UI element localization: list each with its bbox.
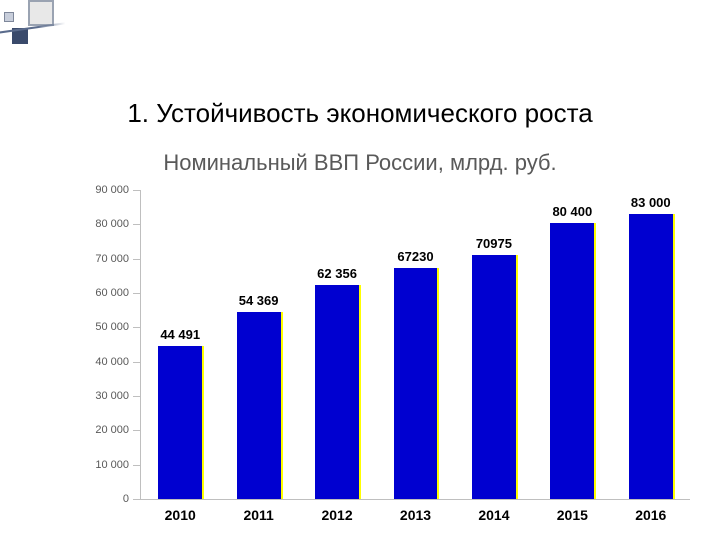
bar-accent-strip xyxy=(594,223,596,499)
slide-title: 1. Устойчивость экономического роста xyxy=(0,98,720,129)
xtick-label: 2011 xyxy=(243,507,273,523)
bar: 67230 xyxy=(394,268,438,499)
bar-value-label: 67230 xyxy=(394,249,438,264)
ytick-label: 50 000 xyxy=(95,321,129,333)
xtick-label: 2014 xyxy=(478,507,509,523)
bar-value-label: 80 400 xyxy=(550,204,594,219)
ytick-label: 80 000 xyxy=(95,218,129,230)
bar-accent-strip xyxy=(673,214,675,499)
ytick-label: 70 000 xyxy=(95,253,129,265)
xtick-label: 2010 xyxy=(165,507,196,523)
ytick-label: 40 000 xyxy=(95,356,129,368)
ytick-label: 20 000 xyxy=(95,424,129,436)
bar: 44 491 xyxy=(158,346,202,499)
bar-value-label: 70975 xyxy=(472,236,516,251)
bar-accent-strip xyxy=(359,285,361,499)
slide-corner-ornament xyxy=(0,0,56,48)
xtick-label: 2013 xyxy=(400,507,431,523)
ytick xyxy=(133,396,141,397)
bar-value-label: 54 369 xyxy=(237,293,281,308)
bar: 54 369 xyxy=(237,312,281,499)
ytick-label: 90 000 xyxy=(95,184,129,196)
ytick xyxy=(133,430,141,431)
ytick-label: 0 xyxy=(123,493,129,505)
xtick-label: 2015 xyxy=(557,507,588,523)
ytick-label: 60 000 xyxy=(95,287,129,299)
ytick xyxy=(133,224,141,225)
bar-accent-strip xyxy=(202,346,204,499)
ytick xyxy=(133,190,141,191)
ytick xyxy=(133,259,141,260)
bar-accent-strip xyxy=(437,268,439,499)
ytick-label: 30 000 xyxy=(95,390,129,402)
bar-value-label: 62 356 xyxy=(315,266,359,281)
ornament-square-medium xyxy=(12,28,28,44)
xtick-label: 2012 xyxy=(321,507,352,523)
bar: 83 000 xyxy=(629,214,673,499)
bar: 70975 xyxy=(472,255,516,499)
bar: 80 400 xyxy=(550,223,594,499)
bar: 62 356 xyxy=(315,285,359,499)
plot-area: 010 00020 00030 00040 00050 00060 00070 … xyxy=(140,190,690,500)
chart-title: Номинальный ВВП России, млрд. руб. xyxy=(0,150,720,176)
ornament-square-large xyxy=(28,0,54,26)
bar-value-label: 83 000 xyxy=(629,195,673,210)
bar-value-label: 44 491 xyxy=(158,327,202,342)
ytick xyxy=(133,465,141,466)
ytick xyxy=(133,362,141,363)
ytick-label: 10 000 xyxy=(95,459,129,471)
xtick-label: 2016 xyxy=(635,507,666,523)
bar-accent-strip xyxy=(281,312,283,499)
ytick xyxy=(133,293,141,294)
ytick xyxy=(133,327,141,328)
bar-chart: 0 10 000 20 000 30 000 40 000 50 000 60 000 70 … xyxy=(80,190,690,530)
ytick xyxy=(133,499,141,500)
ornament-square-small xyxy=(4,12,14,22)
bar-accent-strip xyxy=(516,255,518,499)
